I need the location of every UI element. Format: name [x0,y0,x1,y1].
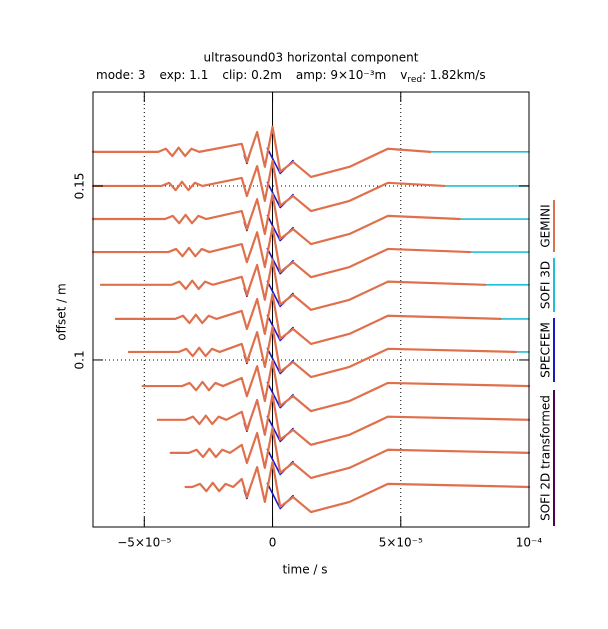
legend-label: GEMINI [539,204,553,247]
legend-label: SPECFEM [539,322,553,378]
trace [169,426,531,480]
subtitle-item: mode: 3 [96,68,146,82]
legend-label: SOFI 2D transformed [539,395,553,521]
trace [184,460,531,514]
trace [141,359,531,413]
trace [91,225,472,279]
trace [114,292,502,346]
trace [91,192,461,246]
trace [127,325,518,379]
vred-subscript: red [407,75,422,85]
axes-frame [92,91,530,528]
subtitle-item: amp: 9×10⁻³m [296,68,386,82]
x-tick-label: 0 [269,536,277,550]
x-tick-label: −5×10⁻⁵ [117,536,171,550]
chart-title: ultrasound03 horizontal component [204,51,419,65]
legend: SOFI 2D transformed SPECFEM SOFI 3D GEMINI [539,200,555,526]
y-tick-label: 0.1 [73,350,87,369]
trace [91,159,446,213]
vred-symbol: v [400,68,407,82]
y-axis-label: offset / m [55,283,69,340]
vred-text: : 1.82km/s [422,68,486,82]
trace [156,393,531,446]
x-tick-label: 5×10⁻⁵ [379,536,423,550]
legend-label: SOFI 3D [539,261,553,309]
x-tick-label: 10⁻⁴ [516,536,543,550]
trace [91,125,432,179]
trace [99,258,487,311]
subtitle-item: exp: 1.1 [160,68,209,82]
x-axis-label: time / s [282,563,327,577]
y-tick-label: 0.15 [73,173,87,200]
subtitle-item: clip: 0.2m [222,68,282,82]
subtitle: mode: 3 exp: 1.1 clip: 0.2m amp: 9×10⁻³m vre… [96,68,486,85]
